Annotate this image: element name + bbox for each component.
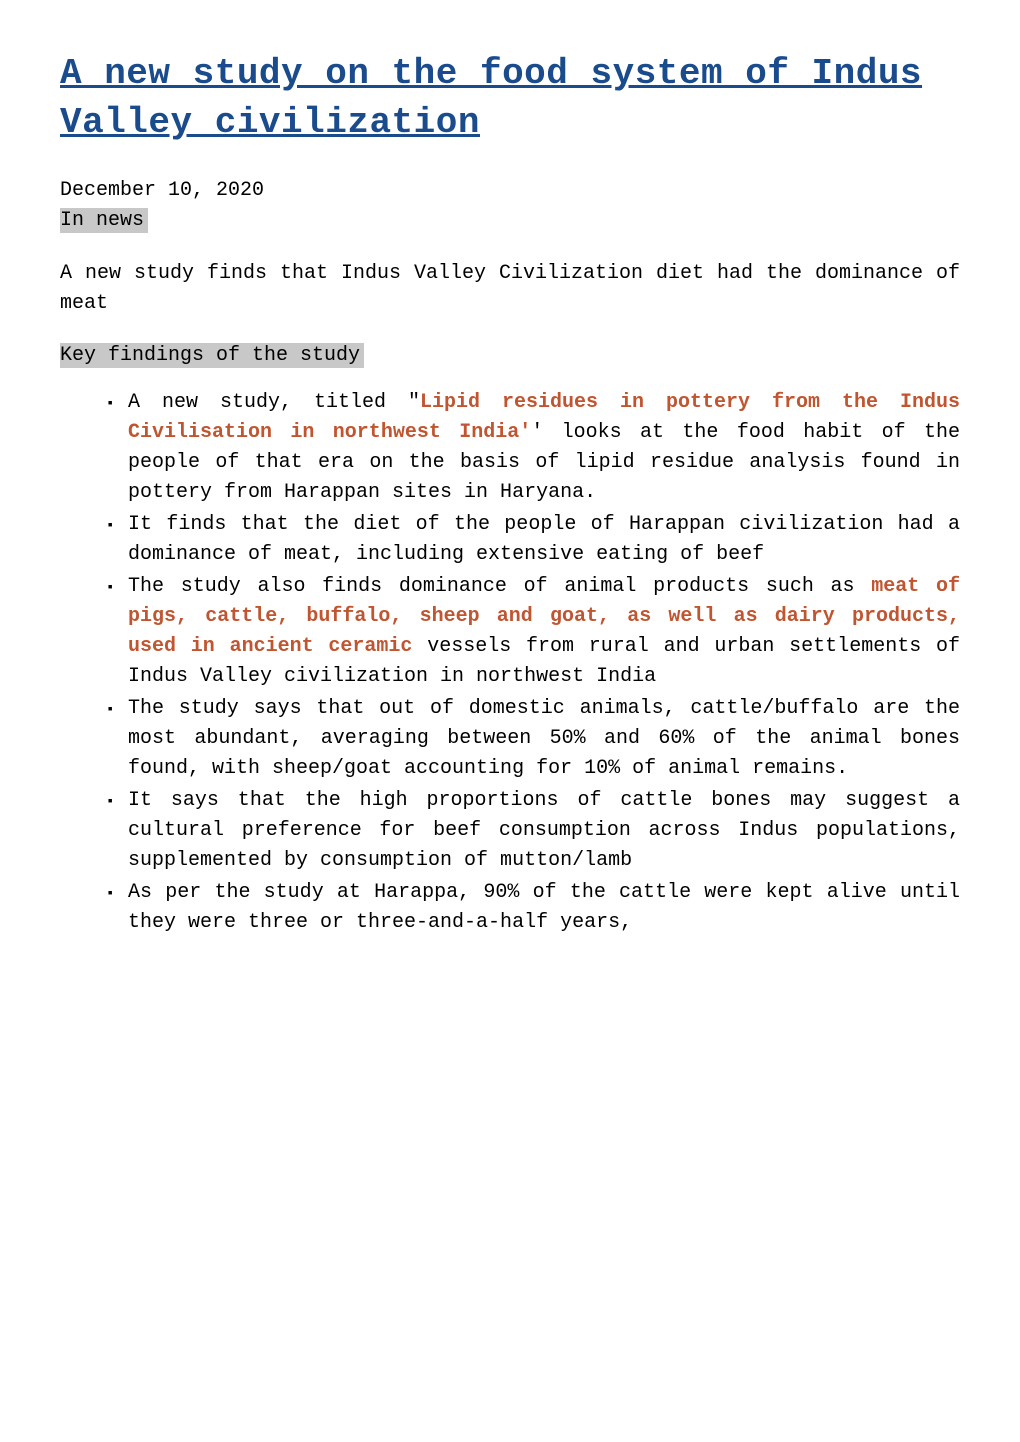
article-date: December 10, 2020 xyxy=(60,179,960,202)
bullet-text: As per the study at Harappa, 90% of the … xyxy=(128,881,960,934)
list-item: The study says that out of domestic anim… xyxy=(128,694,960,784)
list-item: As per the study at Harappa, 90% of the … xyxy=(128,878,960,938)
bullet-text: The study also finds dominance of animal… xyxy=(128,575,871,598)
bullet-list: A new study, titled "Lipid residues in p… xyxy=(60,388,960,938)
intro-paragraph: A new study finds that Indus Valley Civi… xyxy=(60,259,960,319)
section-heading-in-news: In news xyxy=(60,208,148,233)
section-heading-key-findings: Key findings of the study xyxy=(60,343,364,368)
bullet-text: It says that the high proportions of cat… xyxy=(128,789,960,872)
bullet-text: It finds that the diet of the people of … xyxy=(128,513,960,566)
list-item: It finds that the diet of the people of … xyxy=(128,510,960,570)
list-item: A new study, titled "Lipid residues in p… xyxy=(128,388,960,508)
list-item: It says that the high proportions of cat… xyxy=(128,786,960,876)
article-title-link[interactable]: A new study on the food system of Indus … xyxy=(60,50,960,147)
bullet-text: The study says that out of domestic anim… xyxy=(128,697,960,780)
list-item: The study also finds dominance of animal… xyxy=(128,572,960,692)
bullet-text: A new study, titled " xyxy=(128,391,420,414)
